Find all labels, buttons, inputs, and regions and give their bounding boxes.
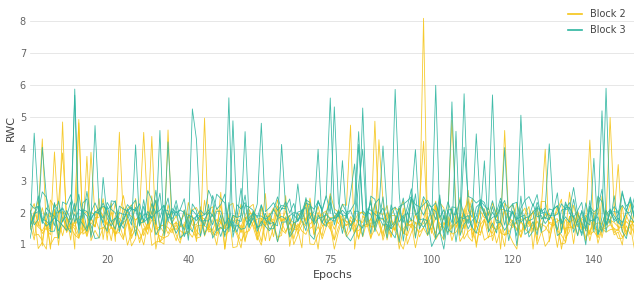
X-axis label: Epochs: Epochs — [312, 271, 352, 281]
Y-axis label: RWC: RWC — [6, 115, 15, 141]
Legend: Block 2, Block 3: Block 2, Block 3 — [564, 5, 630, 39]
